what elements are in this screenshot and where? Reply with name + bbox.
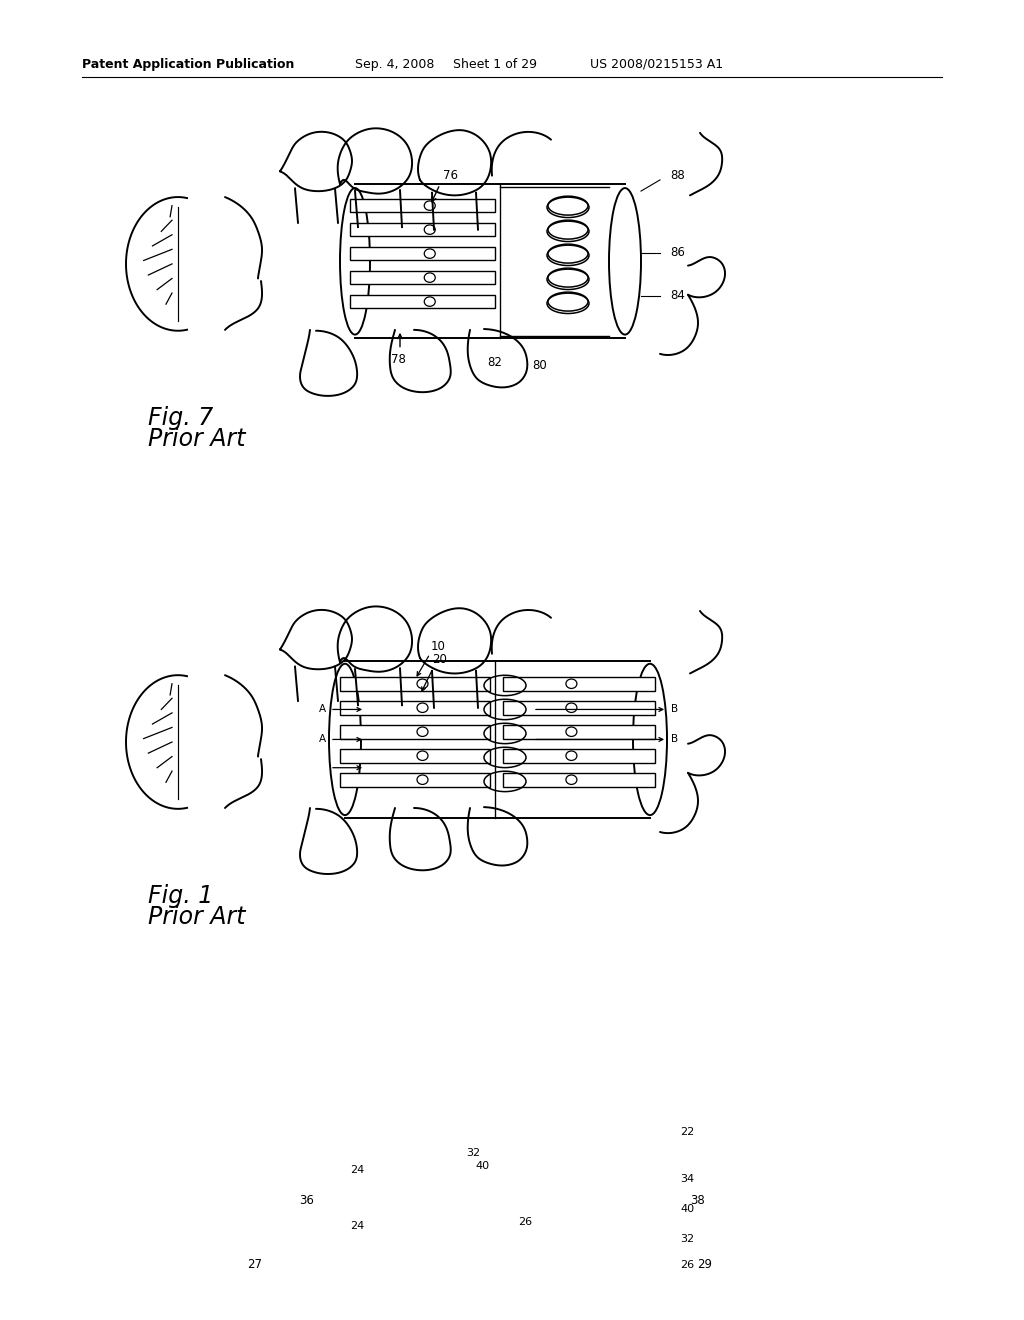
Text: 80: 80 [532,359,548,371]
Text: Fig. 7: Fig. 7 [148,407,213,430]
Bar [350,199,495,213]
Text: Prior Art: Prior Art [148,426,246,450]
Bar [503,701,655,714]
Text: 40: 40 [476,1162,490,1171]
Text: 78: 78 [390,354,406,367]
Text: Sheet 1 of 29: Sheet 1 of 29 [453,58,537,71]
Text: 20: 20 [432,653,447,667]
Bar [350,223,495,236]
Text: 29: 29 [697,1258,713,1271]
Text: 24: 24 [350,1221,365,1232]
Text: 32: 32 [466,1148,480,1158]
Text: 84: 84 [670,289,685,302]
Bar [503,725,655,739]
Text: 82: 82 [487,356,503,368]
Text: 76: 76 [442,169,458,182]
Text: 86: 86 [670,247,685,259]
Text: 10: 10 [430,640,445,652]
Bar [503,772,655,787]
Text: 34: 34 [680,1173,694,1184]
Text: B: B [672,705,679,714]
Text: A: A [318,705,326,714]
Text: 36: 36 [300,1193,314,1206]
Text: A: A [318,734,326,744]
Text: 26: 26 [518,1217,532,1226]
Bar [340,748,490,763]
Bar [350,271,495,285]
Text: 26: 26 [680,1259,694,1270]
Text: 88: 88 [670,169,685,182]
Text: Sep. 4, 2008: Sep. 4, 2008 [355,58,434,71]
Bar [340,725,490,739]
Text: Patent Application Publication: Patent Application Publication [82,58,294,71]
Bar [350,294,495,309]
Text: US 2008/0215153 A1: US 2008/0215153 A1 [590,58,723,71]
Text: Prior Art: Prior Art [148,904,246,929]
Text: 24: 24 [350,1166,365,1175]
Text: 22: 22 [680,1127,694,1137]
Bar [340,701,490,714]
Bar [340,677,490,690]
Bar [340,772,490,787]
Bar [503,748,655,763]
Text: 38: 38 [690,1193,705,1206]
Bar [503,677,655,690]
Text: 27: 27 [248,1258,262,1271]
Text: Fig. 1: Fig. 1 [148,884,213,908]
Bar [350,247,495,260]
Text: 32: 32 [680,1234,694,1243]
Text: 40: 40 [680,1204,694,1214]
Text: B: B [672,734,679,744]
